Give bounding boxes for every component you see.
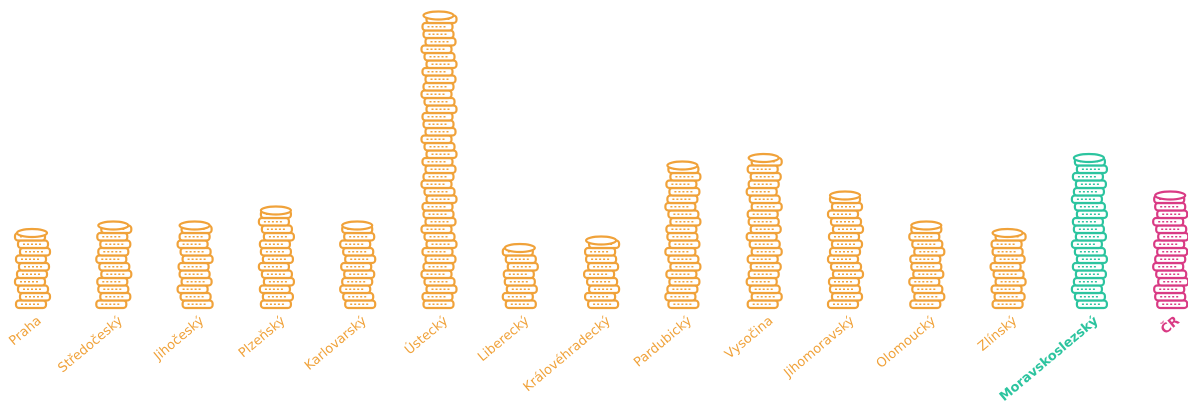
coin-stack [664,160,702,310]
coin-top [910,220,943,231]
category-label: Jihomoravský [781,313,858,381]
coin-stack [501,242,539,310]
category-label: Královéhradecký [521,313,614,395]
category-label: Vysočina [722,314,776,363]
coin-stack [1070,152,1109,310]
category-label: Karlovarský [302,313,370,373]
coin-top [97,220,130,231]
coin-stack [908,220,946,310]
category-label: Ústecký [401,313,451,358]
coin-top [422,10,455,21]
coin-stack [1152,190,1188,310]
category-label: Praha [6,314,44,349]
coin-stack [13,227,52,310]
category-label: Olomoucký [874,313,939,371]
coin-stack [582,235,621,310]
coin-top [828,190,862,201]
coin-stack [176,220,214,310]
coin-stack [339,220,377,310]
coin-top [991,227,1024,239]
coin-top [15,227,49,239]
coin-top [503,242,536,254]
coin-stack [989,227,1027,310]
coin-stack [257,205,295,310]
coin-stack [420,10,458,310]
category-label: Středočeský [55,313,126,376]
coin-top [584,235,618,246]
coin-top [178,220,211,231]
category-label: Pardubický [631,313,695,370]
category-label: Plzeňský [236,313,289,361]
coin-top [341,220,374,231]
coin-top [666,160,699,171]
category-label: Liberecký [475,313,532,365]
coin-stack [95,220,133,310]
coin-top [259,205,292,216]
coin-top [1154,190,1187,201]
coin-top [747,152,780,164]
coin-stack [826,190,865,310]
coin-top [1072,152,1106,164]
category-label: ČR [1158,313,1183,338]
category-label: Jihočeský [151,313,208,364]
coin-stack [745,152,783,310]
category-label: Zlínský [975,313,1020,354]
